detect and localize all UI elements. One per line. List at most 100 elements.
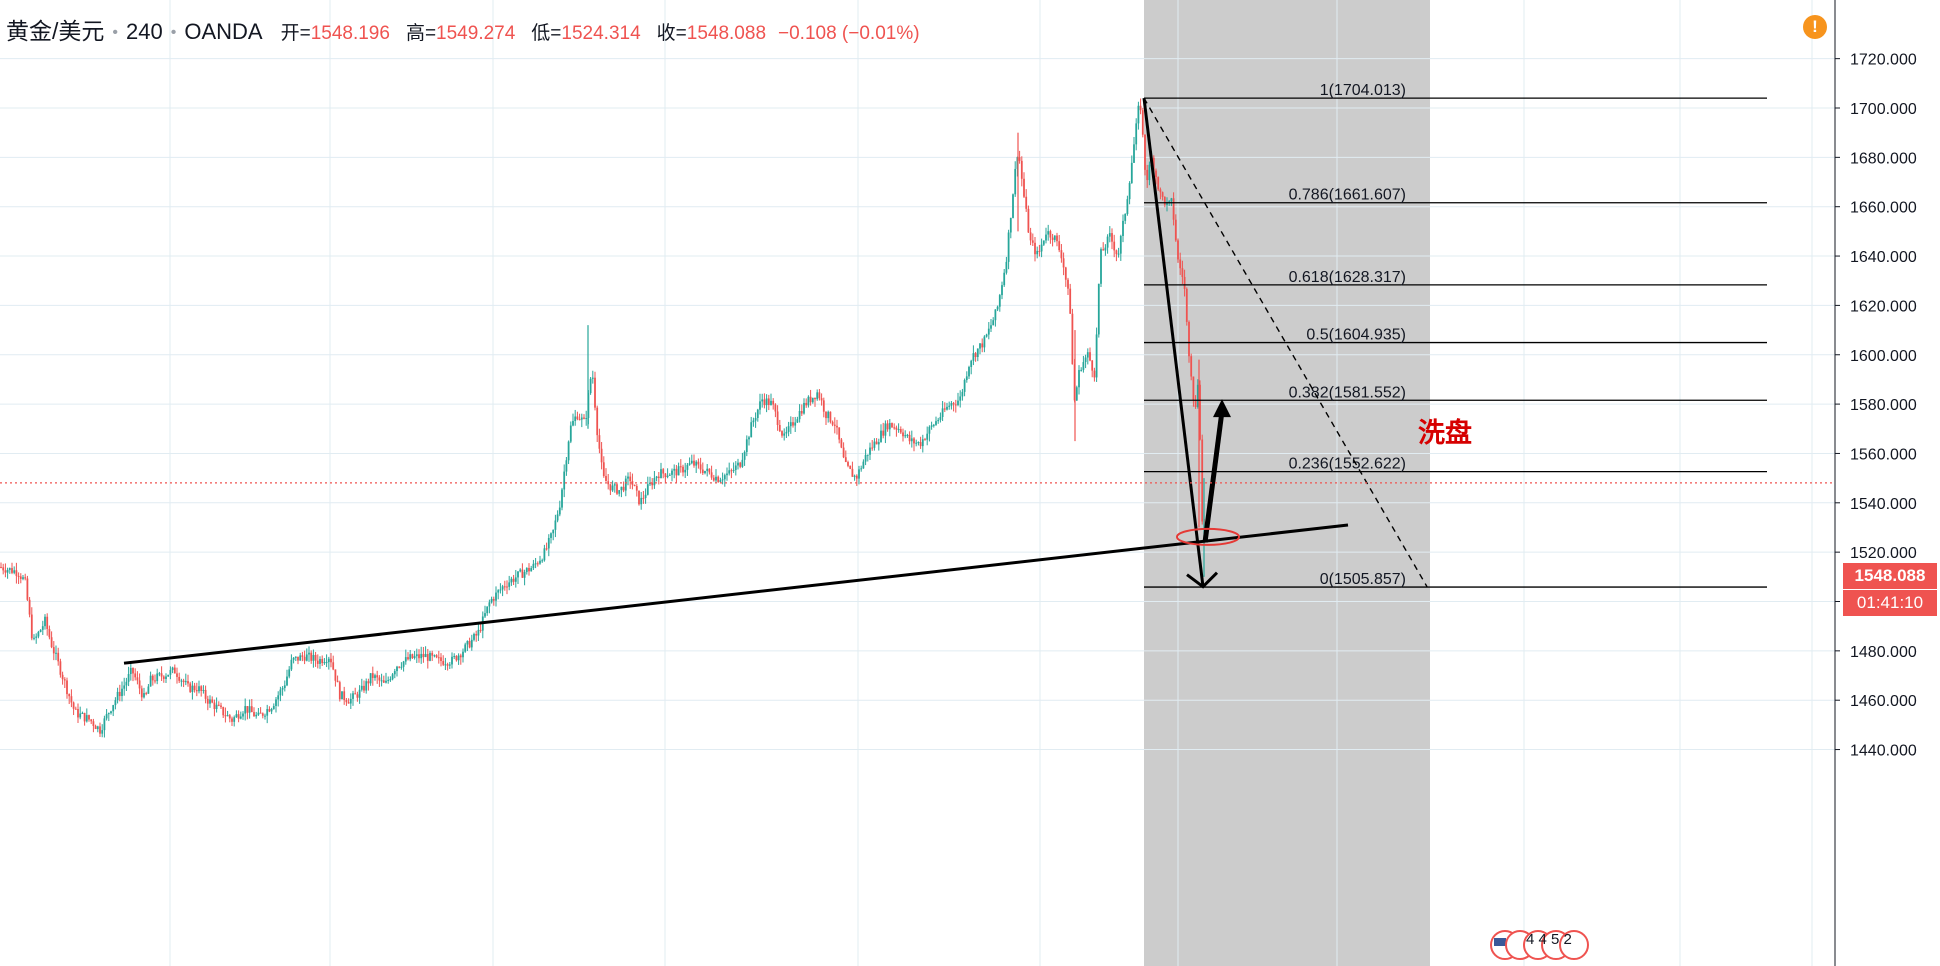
candle-body — [578, 419, 581, 421]
candle-body — [827, 411, 830, 419]
candle-body — [1086, 352, 1089, 358]
candle-body — [127, 674, 130, 682]
candle-body — [985, 334, 988, 337]
candle-body — [99, 726, 101, 734]
candle-body — [1181, 268, 1184, 277]
candle-body — [332, 662, 335, 670]
candle-body — [297, 656, 299, 661]
candle-body — [913, 438, 915, 444]
candle-body — [176, 673, 178, 677]
candle-body — [897, 429, 900, 431]
candle-body — [453, 656, 456, 658]
candle-body — [646, 484, 649, 495]
candle-body — [209, 699, 211, 704]
candle-body — [862, 461, 865, 469]
candle-body — [68, 694, 71, 697]
candle-body — [484, 613, 486, 617]
price-axis-label: 1680.000 — [1850, 150, 1917, 167]
candle-body — [226, 715, 229, 717]
candle-body — [354, 693, 357, 695]
candle-body — [488, 602, 491, 607]
candle-body — [750, 422, 753, 438]
candle-body — [288, 669, 291, 677]
interval-label[interactable]: 240 — [126, 19, 163, 44]
candle-body — [418, 654, 420, 659]
candle-body — [679, 466, 682, 468]
candle-body — [33, 637, 35, 639]
candle-body — [459, 655, 462, 658]
candle-body — [400, 666, 403, 668]
candle-body — [721, 479, 724, 481]
symbol-name[interactable]: 黄金/美元 — [6, 18, 105, 44]
candle-body — [323, 662, 326, 664]
candle-body — [558, 507, 561, 515]
candle-body — [754, 418, 757, 421]
candle-body — [536, 563, 539, 565]
candle-body — [1089, 352, 1091, 361]
candle-body — [954, 404, 957, 406]
candle-body — [574, 416, 577, 422]
candle-body — [277, 695, 280, 700]
candle-body — [1014, 168, 1017, 195]
candle-body — [393, 671, 396, 675]
alert-icon[interactable]: ! — [1803, 15, 1827, 39]
candle-body — [811, 397, 814, 403]
candle-body — [851, 468, 854, 477]
candle-body — [690, 460, 693, 464]
candle-body — [710, 472, 713, 478]
candle-body — [264, 715, 266, 717]
candle-body — [39, 629, 42, 632]
candle-body — [521, 569, 524, 578]
candle-body — [281, 688, 284, 690]
up-arrow-line — [1202, 410, 1225, 543]
candle-body — [470, 639, 473, 648]
candle-body — [770, 400, 772, 406]
candle-body — [598, 435, 601, 449]
candle-body — [301, 655, 304, 657]
candle-body — [160, 673, 163, 677]
candle-body — [1139, 105, 1142, 111]
candle-body — [327, 658, 330, 663]
candle-body — [1082, 362, 1085, 370]
candle-body — [46, 616, 49, 630]
down-arrow-line — [1142, 97, 1205, 587]
candle-body — [503, 586, 506, 588]
candle-body — [266, 709, 269, 716]
candle-body — [501, 586, 504, 590]
candle-body — [992, 320, 995, 326]
candle-body — [1111, 233, 1113, 242]
candle-body — [794, 422, 797, 426]
candle-body — [697, 461, 700, 465]
candle-body — [569, 425, 572, 442]
candle-body — [891, 423, 893, 428]
candle-body — [1144, 134, 1146, 170]
candle-body — [1093, 370, 1096, 378]
candle-body — [1126, 199, 1129, 214]
candle-body — [444, 664, 447, 666]
candle-body — [325, 662, 328, 664]
candle-body — [455, 656, 458, 661]
candle-body — [655, 476, 658, 479]
candle-body — [193, 685, 196, 691]
candle-body — [1064, 267, 1067, 280]
close-label: 收= — [656, 23, 687, 44]
candle-body — [849, 465, 852, 469]
candle-body — [415, 654, 418, 657]
candle-body — [915, 442, 918, 444]
fib-level-label: 0.5(1604.935) — [1306, 327, 1406, 344]
event-count-text: 4 4 5 2 — [1526, 931, 1572, 948]
candle-body — [796, 419, 799, 423]
candle-body — [26, 578, 29, 600]
candle-body — [1003, 272, 1006, 286]
candle-body — [723, 475, 726, 480]
candle-body — [1159, 189, 1162, 193]
candle-body — [820, 398, 823, 401]
candle-body — [314, 654, 317, 661]
candle-body — [239, 716, 242, 719]
candle-body — [1201, 439, 1204, 522]
candle-body — [369, 673, 372, 684]
candle-body — [613, 484, 616, 486]
candle-body — [79, 713, 82, 718]
candle-body — [541, 560, 544, 562]
